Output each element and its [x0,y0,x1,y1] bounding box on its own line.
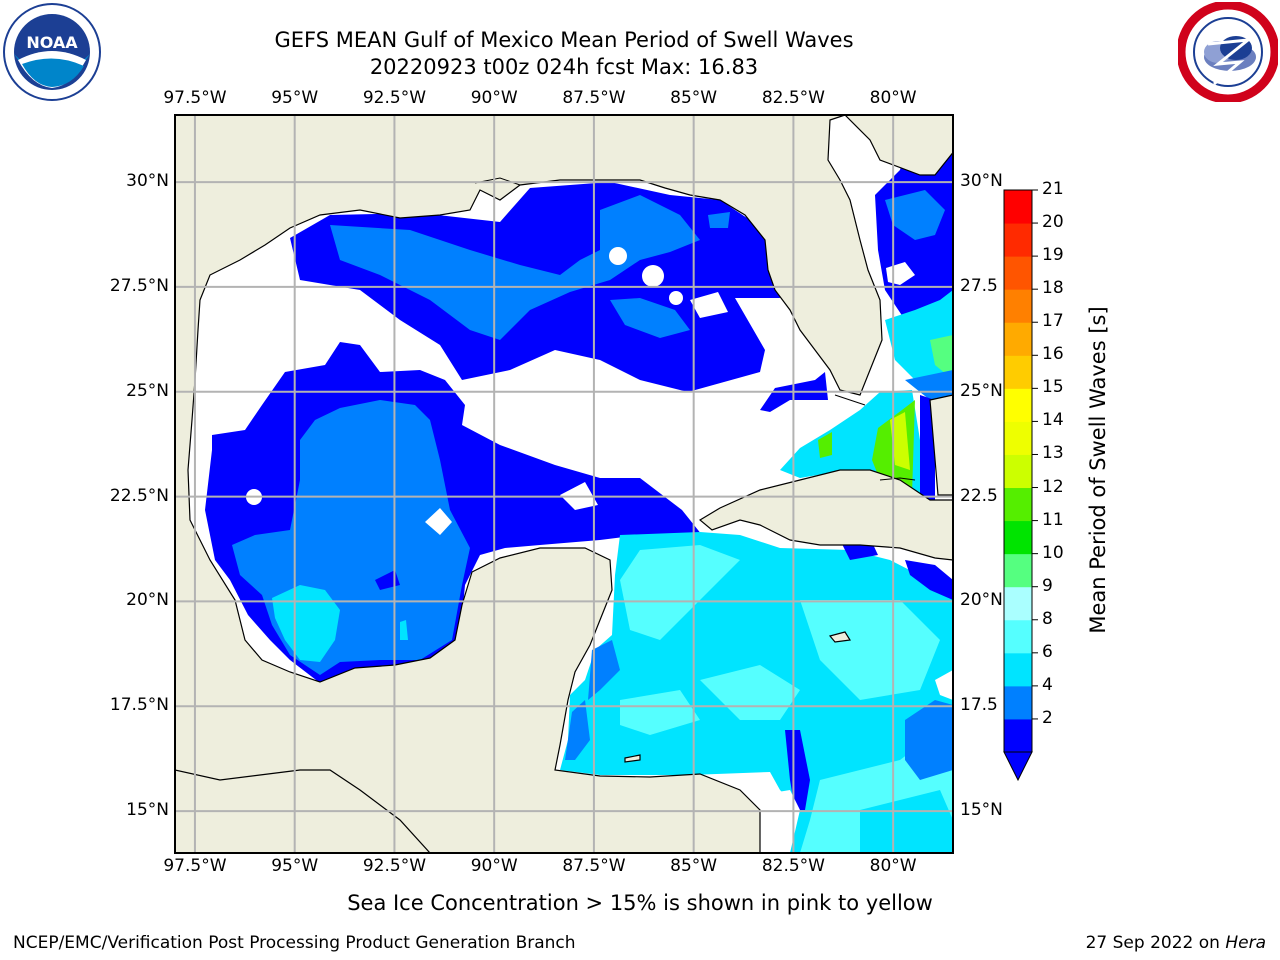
lon-tick-label-bottom: 82.5°W [761,856,825,876]
nws-logo [1178,2,1278,102]
colorbar-tick-label: 19 [1042,245,1064,266]
colorbar-tick-label: 17 [1042,311,1064,332]
footer-host: Hera [1225,933,1266,953]
lon-tick-label-top: 82.5°W [761,88,825,108]
footer-date: 27 Sep 2022 on [1085,933,1226,953]
colorbar-tick-label: 16 [1042,344,1064,365]
colorbar-segment [1004,190,1032,224]
colorbar-label: Mean Period of Swell Waves [s] [1086,306,1110,634]
colorbar-segment [1004,652,1032,687]
lon-tick-label-top: 95°W [271,88,319,108]
colorbar-tick-label: 6 [1042,641,1053,662]
colorbar-segment [1004,223,1032,257]
lon-tick-label-top: 87.5°W [562,88,626,108]
colorbar-tick-label: 21 [1042,179,1064,199]
colorbar-segment [1004,355,1032,389]
lon-tick-label-bottom: 90°W [470,856,518,876]
colorbar-tick-label: 14 [1042,410,1064,431]
colorbar-segment [1004,289,1032,323]
noaa-logo-icon: NOAA [3,3,101,101]
colorbar-segment [1004,685,1032,720]
colorbar-segment [1004,388,1032,422]
colorbar-tick-label: 11 [1042,509,1064,530]
lon-tick-label-top: 80°W [869,88,917,108]
colorbar-tick-label: 2 [1042,707,1053,728]
colorbar-extend-triangle [1003,751,1033,782]
lon-tick-label-top: 85°W [670,88,718,108]
lat-tick-label-left: 30°N [126,171,169,192]
lat-tick-label-right: 22.5 [960,485,998,506]
lon-tick-label-bottom: 92.5°W [362,856,427,876]
colorbar-segment [1004,586,1032,621]
nws-logo-icon [1178,2,1278,102]
colorbar-tick-label: 18 [1042,278,1064,299]
colorbar-frame [1003,189,1033,753]
colorbar-tick-label: 12 [1042,476,1064,497]
lat-tick-label-left: 22.5°N [109,485,169,506]
colorbar-segment [1004,718,1032,753]
colorbar-tick-label: 10 [1042,542,1064,563]
colorbar-tick-label: 8 [1042,608,1053,629]
lat-tick-label-right: 30°N [960,171,1003,192]
lon-tick-label-bottom: 80°W [869,856,917,876]
lon-tick-label-bottom: 97.5°W [163,856,227,876]
lon-tick-label-top: 92.5°W [362,88,427,108]
map-frame [174,114,954,854]
colorbar-tick-label: 4 [1042,674,1053,695]
colorbar-tick-label: 20 [1042,212,1064,233]
footer-right: 27 Sep 2022 on Hera [1086,933,1266,953]
colorbar-segment [1004,553,1032,588]
lon-tick-label-bottom: 87.5°W [562,856,626,876]
chart-title-line2: 20220923 t00z 024h fcst Max: 16.83 [369,55,759,79]
lat-tick-label-left: 17.5°N [109,695,169,716]
map-grid [175,115,953,853]
lat-tick-label-right: 20°N [960,590,1003,611]
colorbar-segment [1004,487,1032,522]
colorbar-segment [1004,520,1032,555]
colorbar-segment [1004,421,1032,455]
lat-tick-label-left: 27.5°N [109,275,169,296]
land-masses [175,115,953,853]
colorbar-segment [1004,454,1032,489]
svg-text:NOAA: NOAA [26,33,78,52]
lon-tick-label-top: 97.5°W [163,88,227,108]
colorbar [1003,189,1038,782]
lat-tick-label-left: 25°N [126,380,169,401]
lat-tick-label-right: 15°N [960,800,1003,821]
lat-tick-label-right: 17.5 [960,695,998,716]
colorbar-tick-label: 13 [1042,443,1064,464]
colorbar-segment [1004,322,1032,356]
footer-left: NCEP/EMC/Verification Post Processing Pr… [13,933,576,953]
sea-ice-note: Sea Ice Concentration > 15% is shown in … [347,891,933,915]
lat-tick-label-right: 25°N [960,380,1003,401]
lat-tick-label-left: 20°N [126,590,169,611]
lon-tick-label-bottom: 95°W [271,856,319,876]
lon-tick-label-top: 90°W [470,88,518,108]
lon-tick-label-bottom: 85°W [670,856,718,876]
colorbar-tick-label: 15 [1042,377,1064,398]
colorbar-segment [1004,256,1032,290]
lat-tick-label-right: 27.5 [960,275,998,296]
noaa-logo: NOAA [2,2,102,102]
colorbar-tick-label: 9 [1042,575,1053,596]
lat-tick-label-left: 15°N [126,800,169,821]
colorbar-segment [1004,619,1032,654]
chart-title-line1: GEFS MEAN Gulf of Mexico Mean Period of … [274,28,854,52]
